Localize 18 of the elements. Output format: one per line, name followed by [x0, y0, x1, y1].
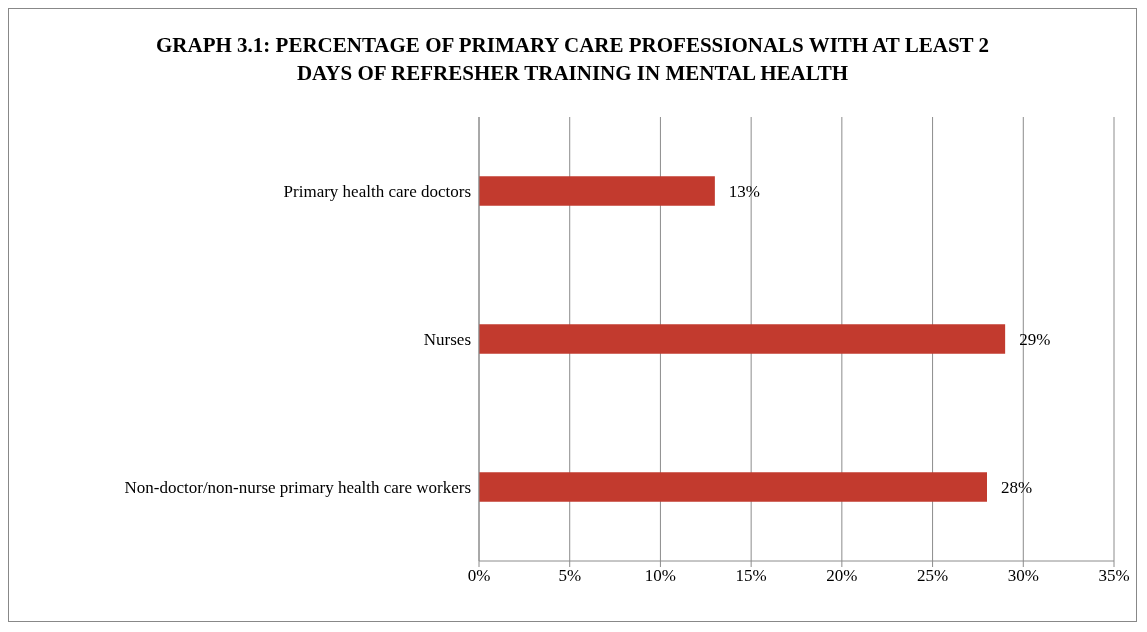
- data-label: 29%: [1019, 330, 1051, 350]
- y-tick-label: Nurses: [423, 330, 471, 350]
- x-tick-label: 5%: [558, 566, 582, 586]
- chart-title: GRAPH 3.1: PERCENTAGE OF PRIMARY CARE PROFESSIONALS WITH AT LEAST 2 DAYS OF REFRESHER TRAINING IN MENTAL HEALTH: [155, 32, 990, 87]
- x-tick-label: 20%: [826, 566, 858, 586]
- x-tick-label: 30%: [1007, 566, 1039, 586]
- bar: [479, 176, 715, 206]
- x-tick-label: 25%: [916, 566, 949, 586]
- y-tick-label: Primary health care doctors: [283, 182, 471, 202]
- x-tick-label: 10%: [644, 566, 677, 586]
- data-label: 13%: [728, 182, 761, 202]
- x-tick-label: 35%: [1098, 566, 1130, 586]
- bar: [479, 324, 1006, 354]
- bar: [479, 472, 987, 502]
- x-tick-label: 0%: [467, 566, 491, 586]
- data-label: 28%: [1001, 478, 1033, 498]
- y-tick-label: Non-doctor/non-nurse primary health care workers: [124, 478, 471, 498]
- x-tick-label: 15%: [735, 566, 767, 586]
